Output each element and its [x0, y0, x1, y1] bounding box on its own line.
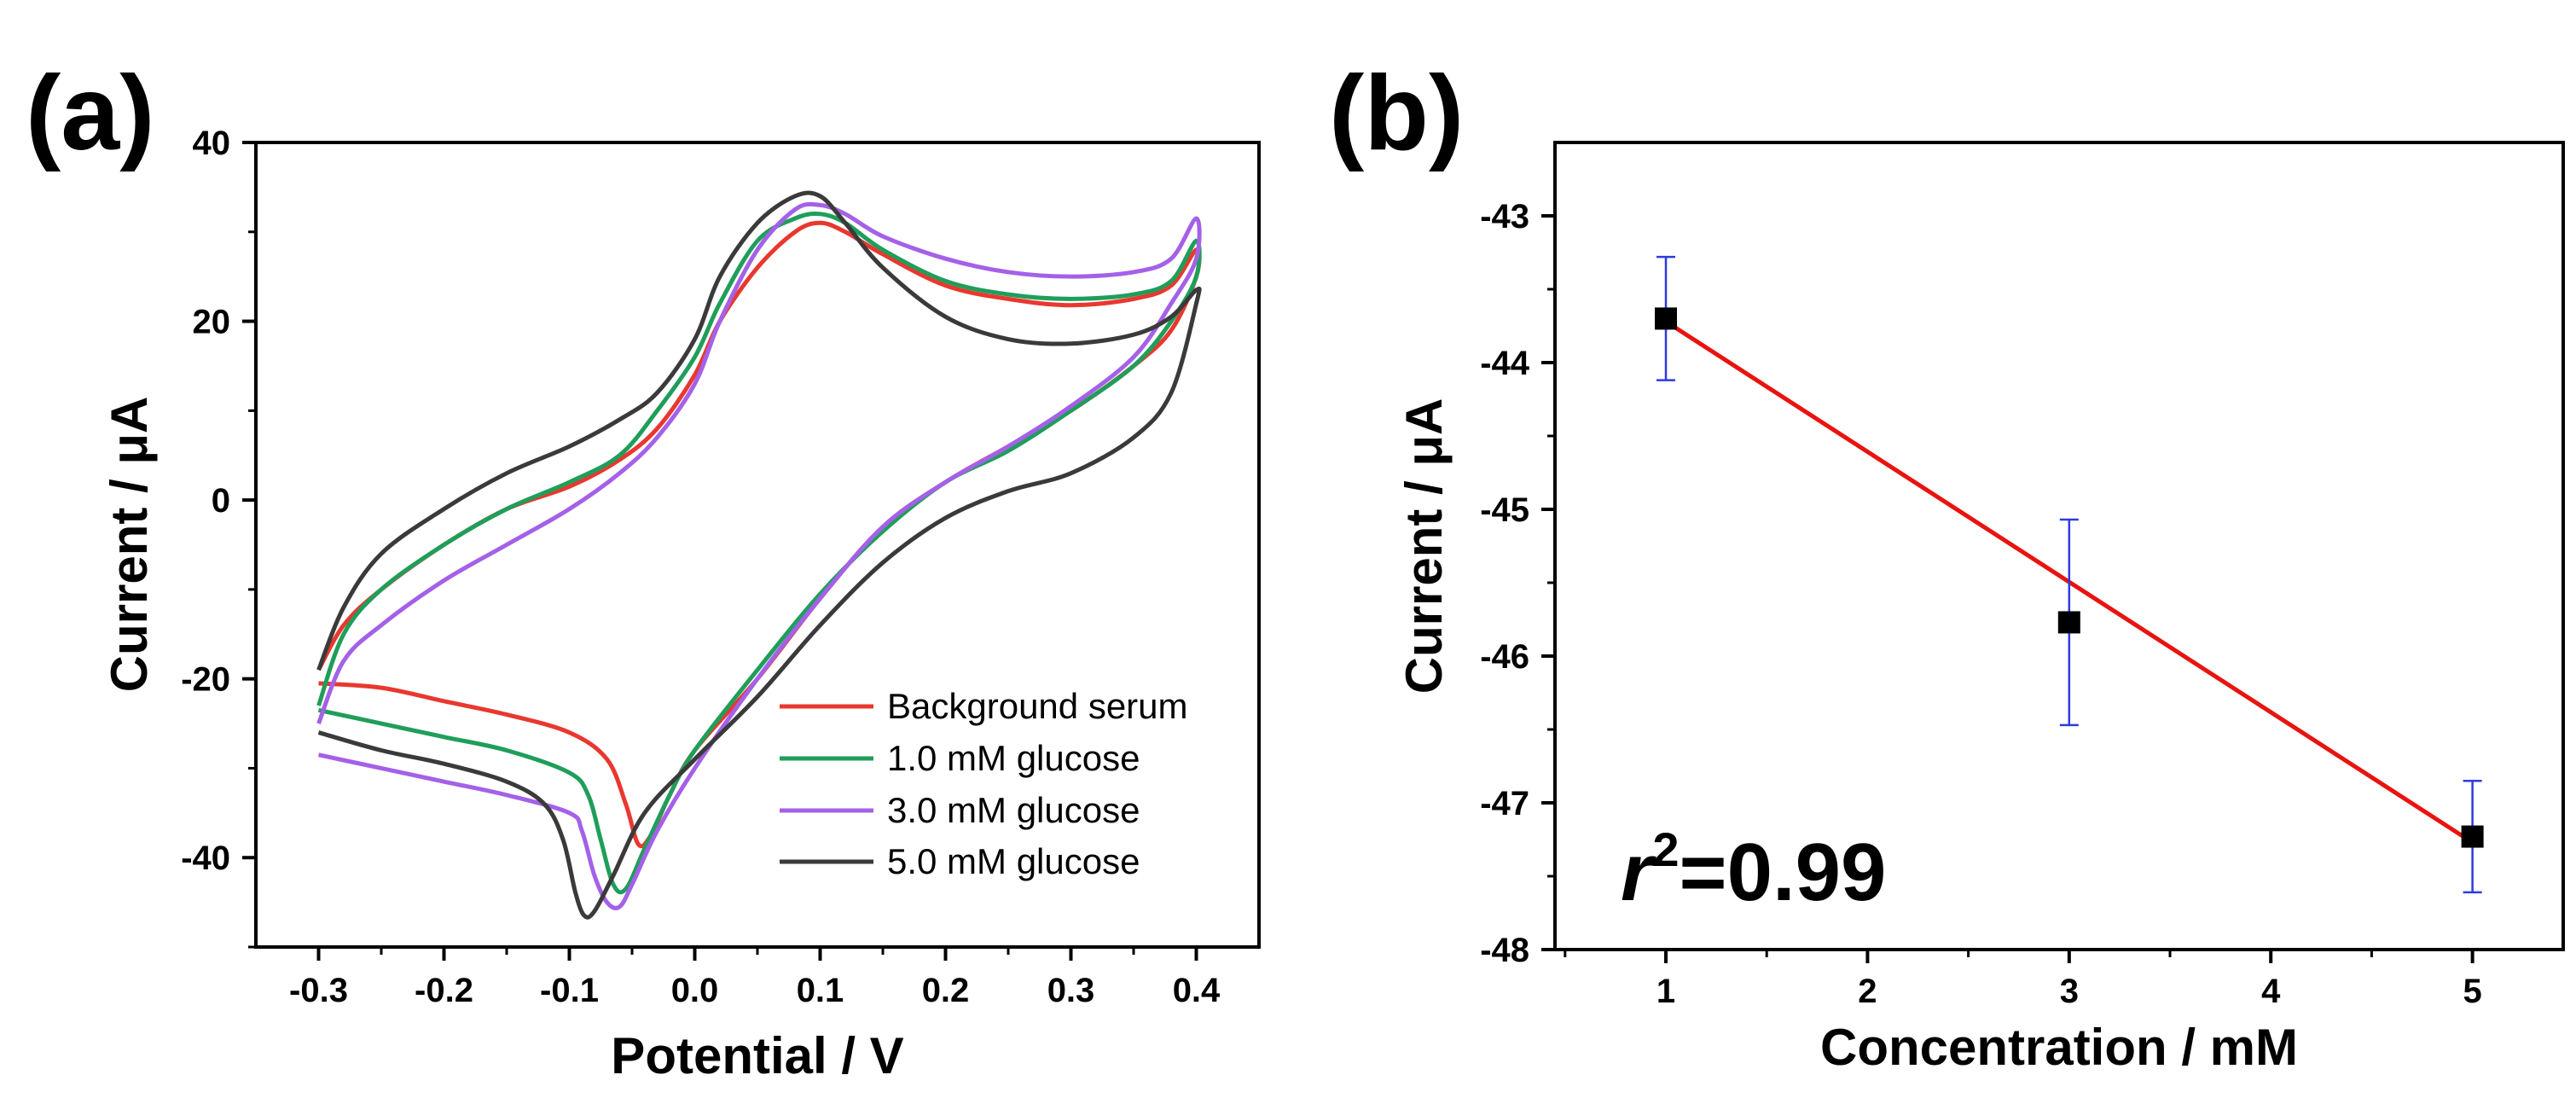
panel-b-frame [1553, 141, 2565, 951]
panel-b-y-ticks: -48 -47 -46 -45 -44 -43 [1480, 198, 1555, 969]
legend-label-3mm-glucose: 3.0 mM glucose [887, 790, 1140, 830]
panel-b-plot [1655, 255, 2484, 894]
panel-a-y-axis-title: Current / μA [101, 397, 158, 693]
cv-curve-1-0-mm-glucose [316, 212, 1202, 895]
y-tick-label-b-43: -43 [1480, 198, 1529, 235]
x-tick-label-b-1: 1 [1656, 973, 1675, 1010]
r-symbol: r [1621, 827, 1656, 918]
panel-a-y-ticks: -40 -20 0 20 40 [181, 125, 256, 949]
panel-a-label: (a) [26, 55, 155, 172]
y-tick-label-b-45: -45 [1480, 491, 1529, 529]
legend-label-5mm-glucose: 5.0 mM glucose [887, 841, 1140, 881]
y-tick-label-a-40: 40 [193, 125, 231, 162]
y-tick-label-b-48: -48 [1480, 932, 1529, 969]
panel-a-legend: Background serum 1.0 mM glucose 3.0 mM g… [780, 686, 1188, 881]
panel-b: (b) 1 2 3 4 5 -48 -47 -46 -45 -44 -43 Concentrati… [1329, 55, 2565, 1076]
panel-a: (a) -0.3 -0.2 -0.1 0.0 0.1 0.2 0.3 0.4 -40 -20 0 2… [26, 55, 1261, 1084]
r-squared-value: =0.99 [1680, 827, 1887, 918]
panel-b-x-ticks: 1 2 3 4 5 [1564, 950, 2482, 1010]
y-tick-label-b-47: -47 [1480, 785, 1529, 822]
panel-a-x-axis-title: Potential / V [611, 1027, 903, 1084]
y-tick-label-a-40: -40 [181, 840, 230, 877]
x-tick-label-a-0-1: 0.1 [797, 972, 844, 1009]
panel-b-y-axis-title: Current / μA [1395, 398, 1453, 694]
r-superscript: 2 [1652, 822, 1679, 876]
data-point-5 [2461, 825, 2484, 848]
r-squared-annotation: r2=0.99 [1621, 822, 1886, 918]
x-tick-label-a-0-1: -0.1 [540, 972, 599, 1009]
x-tick-label-a-0-4: 0.4 [1173, 972, 1221, 1009]
x-tick-label-b-4: 4 [2261, 973, 2281, 1010]
x-tick-label-b-5: 5 [2463, 973, 2481, 1010]
x-tick-label-a-0-3: 0.3 [1047, 972, 1095, 1009]
x-tick-label-a-0-2: 0.2 [922, 972, 970, 1009]
data-point-3 [2057, 611, 2080, 634]
y-tick-label-a-20: 20 [193, 304, 231, 341]
x-tick-label-b-2: 2 [1858, 973, 1877, 1010]
x-tick-label-a-0-0: 0.0 [671, 972, 719, 1009]
y-tick-label-b-44: -44 [1480, 345, 1530, 382]
cv-curve-5-0-mm-glucose [316, 190, 1202, 920]
legend-label-background-serum: Background serum [887, 686, 1188, 726]
panel-b-x-axis-title: Concentration / mM [1820, 1019, 2298, 1076]
x-tick-label-b-3: 3 [2060, 973, 2079, 1010]
legend-label-1mm-glucose: 1.0 mM glucose [887, 738, 1140, 778]
y-tick-label-a-20: -20 [181, 661, 230, 699]
y-tick-label-a-0: 0 [212, 482, 230, 520]
panel-a-x-ticks: -0.3 -0.2 -0.1 0.0 0.1 0.2 0.3 0.4 [289, 947, 1221, 1009]
x-tick-label-a-0-2: -0.2 [415, 972, 473, 1009]
x-tick-label-a-0-3: -0.3 [289, 972, 348, 1009]
cv-curve-3-0-mm-glucose [316, 201, 1202, 910]
data-point-1 [1655, 307, 1678, 330]
y-tick-label-b-46: -46 [1480, 638, 1529, 676]
panel-b-label: (b) [1329, 55, 1464, 172]
panel-a-series [316, 190, 1202, 920]
